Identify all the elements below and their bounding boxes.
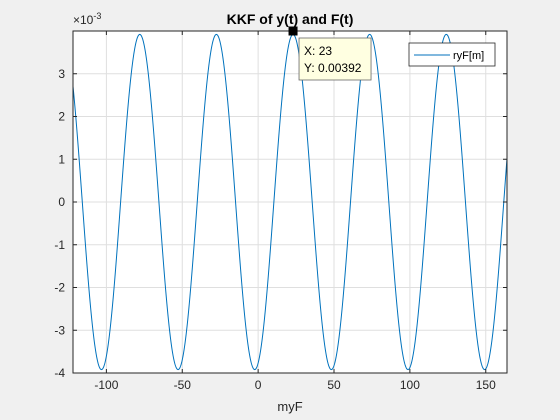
y-tick-label: -3 [54,323,65,337]
chart-title: KKF of y(t) and F(t) [227,11,354,27]
x-tick-label: 0 [255,378,262,392]
series-line [72,33,508,371]
tick-labels: -100 -50 0 50 100 150 -4 -3 -2 -1 0 1 2 3 [54,67,496,392]
tick-marks [73,31,507,374]
legend-entry-label: ryF[m] [453,50,484,62]
y-exponent-base: ×10 [73,13,94,27]
x-tick-label: -100 [94,378,118,392]
y-tick-label: 3 [58,67,65,81]
datatip[interactable]: X: 23 Y: 0.00392 [288,26,372,81]
datatip-box [298,37,372,81]
y-tick-label: -2 [54,281,65,295]
y-exponent-power: -3 [93,11,101,21]
datatip-marker[interactable] [288,26,298,36]
svg-text:×10-3: ×10-3 [73,11,101,27]
datatip-y-label: Y: 0.00392 [304,61,362,75]
x-tick-label: -50 [174,378,192,392]
y-tick-label: -4 [54,366,65,380]
legend[interactable]: ryF[m] [408,42,496,67]
x-axis-label: myF [277,399,302,414]
plot-axes[interactable]: -100 -50 0 50 100 150 -4 -3 -2 -1 0 1 2 3 [54,30,508,392]
datatip-x-label: X: 23 [304,44,332,58]
y-tick-label: 1 [58,152,65,166]
y-tick-label: 2 [58,110,65,124]
y-exponent-label: ×10-3 [73,11,101,27]
y-tick-label: 0 [58,195,65,209]
x-tick-label: 100 [400,378,420,392]
legend-box [408,42,496,67]
series-lines [72,33,508,371]
x-tick-label: 50 [327,378,341,392]
x-tick-label: 150 [476,378,496,392]
y-tick-label: -1 [54,238,65,252]
